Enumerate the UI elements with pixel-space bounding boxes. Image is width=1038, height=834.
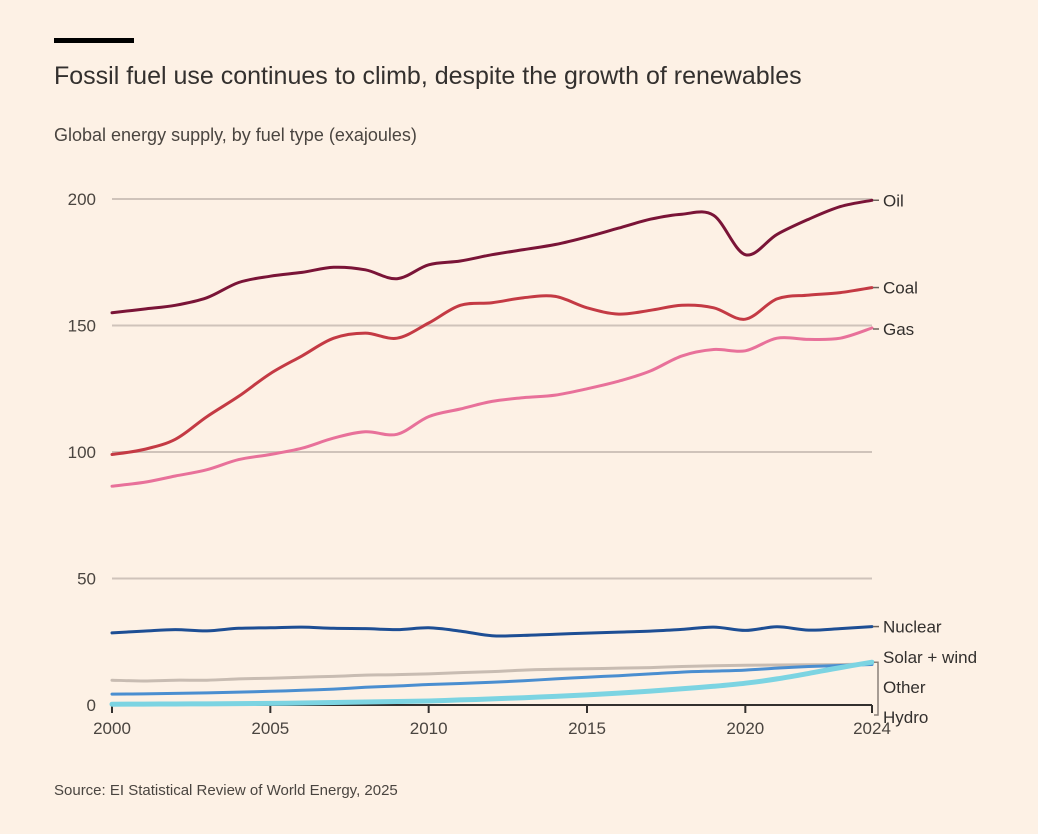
small-series-bracket — [874, 661, 879, 716]
series-line-hydro — [110, 663, 874, 696]
series-line-gas — [110, 326, 874, 488]
x-axis: 2000 2005 2010 2015 2020 2024 — [93, 704, 891, 738]
series-label-oil: Oil — [883, 191, 904, 210]
x-tick-label: 2015 — [568, 719, 606, 738]
gridlines — [112, 198, 872, 580]
series-end-labels: Oil Coal Gas Nuclear Solar + wind Other Hydro — [873, 191, 977, 727]
series-line-coal — [110, 286, 874, 456]
series-line-other — [110, 662, 874, 683]
series-label-hydro: Hydro — [883, 708, 928, 727]
y-axis-tick-labels: 0 50 100 150 200 — [68, 190, 96, 715]
y-tick-label: 100 — [68, 443, 96, 462]
series-label-nuclear: Nuclear — [883, 618, 942, 637]
x-tick-label: 2010 — [410, 719, 448, 738]
series-line-oil — [110, 198, 874, 315]
series-line-solar-wind — [109, 659, 875, 707]
x-tick-label: 2020 — [726, 719, 764, 738]
x-tick-label: 2024 — [853, 719, 891, 738]
x-tick-label: 2005 — [251, 719, 289, 738]
y-tick-label: 150 — [68, 317, 96, 336]
chart-title: Fossil fuel use continues to climb, desp… — [54, 62, 802, 90]
y-tick-label: 0 — [87, 696, 96, 715]
chart-subtitle: Global energy supply, by fuel type (exaj… — [54, 125, 417, 145]
y-tick-label: 200 — [68, 190, 96, 209]
series-label-other: Other — [883, 678, 926, 697]
y-tick-label: 50 — [77, 570, 96, 589]
series-lines — [109, 198, 875, 707]
series-label-solar-wind: Solar + wind — [883, 648, 977, 667]
series-line-nuclear — [110, 625, 874, 638]
accent-bar — [54, 38, 134, 43]
series-label-gas: Gas — [883, 320, 914, 339]
series-label-coal: Coal — [883, 279, 918, 298]
chart-source: Source: EI Statistical Review of World E… — [54, 782, 398, 799]
x-tick-label: 2000 — [93, 719, 131, 738]
